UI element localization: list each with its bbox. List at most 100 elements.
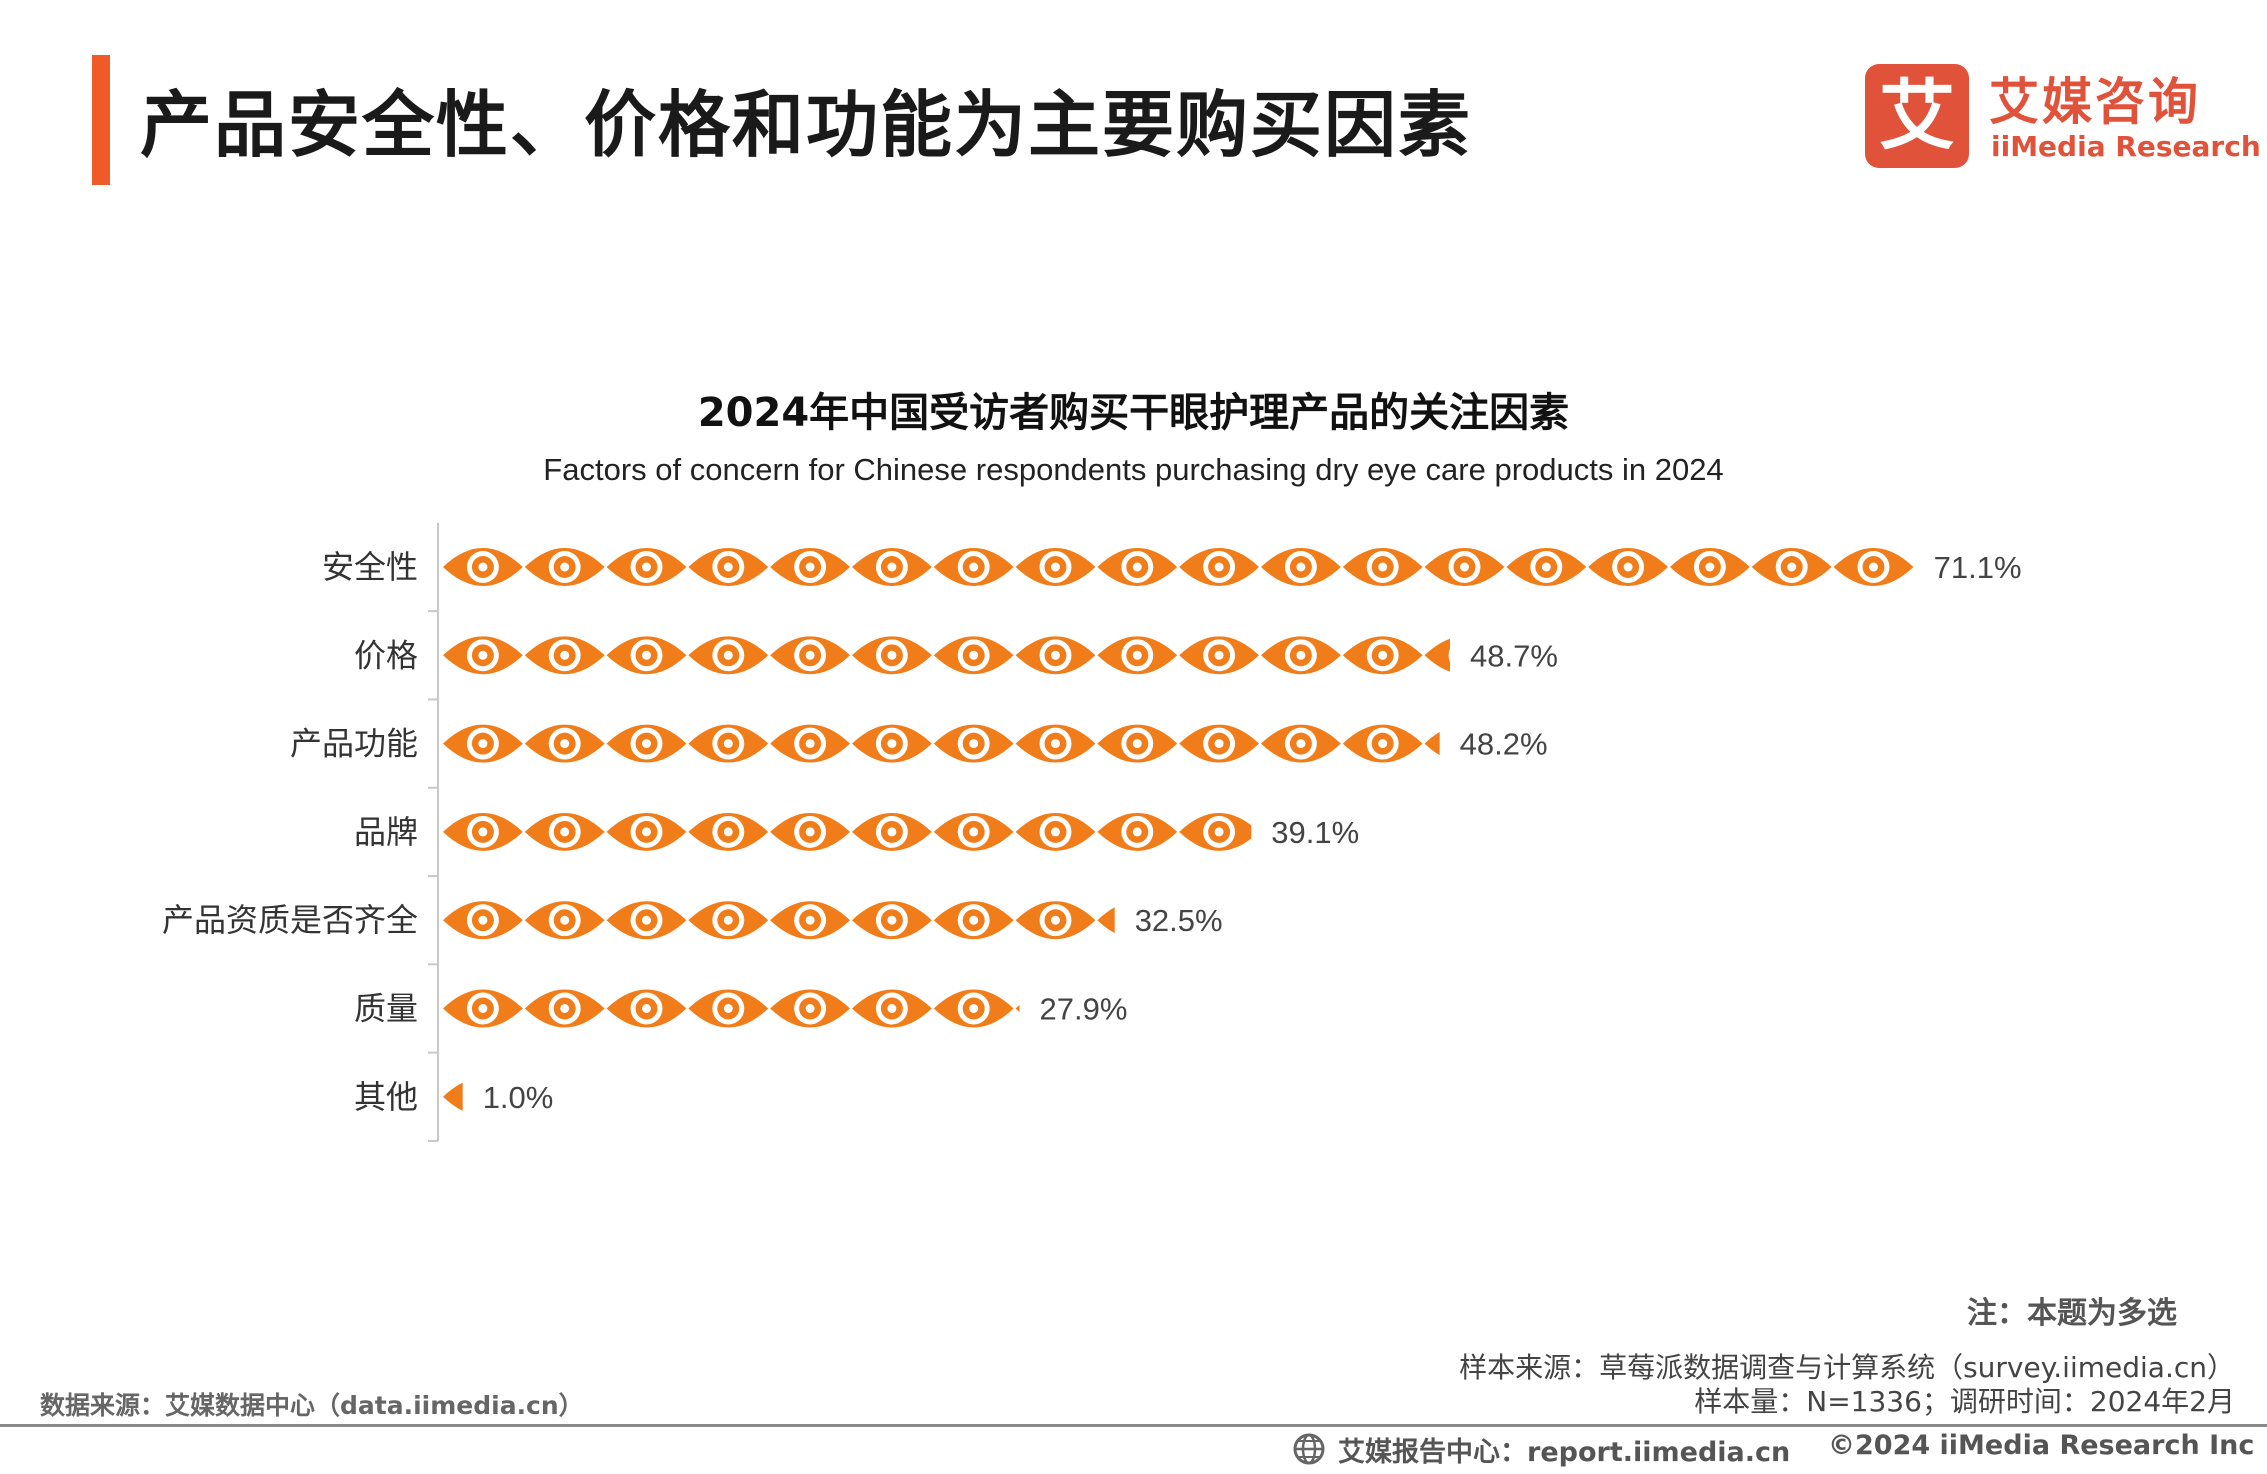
eye-icon	[443, 901, 523, 940]
bar-产品功能	[443, 724, 1440, 763]
eye-icon	[688, 724, 769, 763]
globe-icon	[1293, 1433, 1325, 1465]
eye-icon	[606, 636, 687, 675]
multiple-choice-note: 注：本题为多选	[1967, 1296, 2177, 1331]
eye-icon	[443, 548, 523, 586]
chart-title: 2024年中国受访者购买干眼护理产品的关注因素	[697, 390, 1570, 436]
category-label: 产品功能	[290, 725, 418, 763]
eye-icon	[1097, 548, 1178, 586]
category-label: 价格	[354, 636, 418, 674]
eye-icon	[688, 548, 769, 586]
eye-icon	[1342, 724, 1423, 763]
eye-icon	[1015, 636, 1096, 675]
iimedia-logo: 艾 艾媒咨询 iiMedia Research	[1865, 62, 2261, 172]
data-label: 32.5%	[1135, 903, 1223, 938]
eye-icon	[606, 548, 687, 586]
eye-icon	[524, 901, 605, 940]
eye-icon	[1097, 636, 1178, 675]
eye-icon	[1179, 548, 1259, 586]
eye-icon	[852, 724, 932, 763]
eye-icon	[1342, 636, 1423, 675]
eye-icon	[524, 548, 605, 586]
eye-icon	[443, 989, 523, 1028]
chart-subtitle: Factors of concern for Chinese responden…	[543, 452, 1724, 487]
data-label: 48.2%	[1460, 727, 1548, 762]
eye-icon	[1179, 636, 1259, 675]
eye-icon	[606, 812, 687, 851]
eye-icon	[688, 901, 769, 940]
footer-copyright: ©2024 iiMedia Research Inc	[1828, 1430, 2255, 1461]
eye-icon	[688, 636, 769, 675]
eye-icon	[1506, 548, 1587, 586]
bar-安全性	[443, 548, 1914, 586]
eye-icon	[770, 636, 850, 675]
eye-icon	[1261, 636, 1341, 675]
eye-icon	[770, 548, 850, 586]
eye-icon	[1261, 724, 1341, 763]
eye-icon	[933, 548, 1014, 586]
eye-icon	[770, 901, 850, 940]
page-title: 产品安全性、价格和功能为主要购买因素	[140, 83, 1473, 167]
eye-icon	[852, 548, 932, 586]
bar-产品资质是否齐全	[443, 901, 1115, 940]
data-label: 71.1%	[1934, 550, 2022, 585]
eye-icon	[1261, 548, 1341, 586]
eye-icon	[1670, 548, 1750, 586]
eye-icon	[770, 812, 850, 851]
eye-icon	[770, 989, 850, 1028]
data-label: 27.9%	[1039, 992, 1127, 1027]
sample-source: 样本来源：草莓派数据调查与计算系统（survey.iimedia.cn）	[1459, 1351, 2235, 1384]
eye-icon	[1015, 901, 1096, 940]
data-label: 48.7%	[1470, 638, 1558, 673]
eye-icon	[852, 989, 932, 1028]
eye-icon	[1015, 812, 1096, 851]
eye-icon	[1015, 548, 1096, 586]
eye-icon	[1179, 724, 1259, 763]
eye-icon	[524, 724, 605, 763]
eye-icon	[524, 636, 605, 675]
category-label: 其他	[354, 1078, 418, 1116]
eye-icon	[1424, 548, 1505, 586]
data-label: 1.0%	[483, 1080, 554, 1115]
eye-icon	[1015, 724, 1096, 763]
eye-icon	[770, 724, 850, 763]
eye-icon	[852, 901, 932, 940]
eye-icon	[1097, 812, 1178, 851]
eye-icon	[443, 724, 523, 763]
category-label: 品牌	[354, 813, 418, 851]
eye-icon	[852, 812, 932, 851]
eye-icon	[933, 989, 1014, 1028]
data-label: 39.1%	[1271, 815, 1359, 850]
logo-name-cn: 艾媒咨询	[1989, 73, 2201, 131]
eye-icon	[606, 989, 687, 1028]
bar-价格	[443, 636, 1451, 675]
logo-mark: 艾	[1865, 64, 1969, 168]
data-source: 数据来源：艾媒数据中心（data.iimedia.cn）	[40, 1391, 584, 1420]
eye-icon	[933, 812, 1014, 851]
eye-icon	[524, 812, 605, 851]
bar-品牌	[443, 812, 1252, 851]
category-label: 安全性	[322, 548, 418, 586]
title-accent-bar	[92, 55, 110, 185]
bar-质量	[443, 989, 1020, 1028]
eye-icon	[1833, 548, 1914, 586]
eye-icon	[688, 989, 769, 1028]
eye-icon	[933, 901, 1014, 940]
eye-icon	[443, 812, 523, 851]
eye-icon	[443, 636, 523, 675]
eye-icon	[1751, 548, 1832, 586]
logo-name-en: iiMedia Research	[1991, 130, 2261, 163]
eye-icon	[1097, 724, 1178, 763]
eye-icon	[933, 636, 1014, 675]
sample-size: 样本量：N=1336；调研时间：2024年2月	[1694, 1385, 2235, 1418]
eye-icon	[1342, 548, 1423, 586]
eye-icon	[606, 724, 687, 763]
eye-icon	[688, 812, 769, 851]
category-label: 产品资质是否齐全	[162, 901, 418, 939]
footer-divider	[0, 1424, 2267, 1427]
eye-icon	[933, 724, 1014, 763]
eye-icon	[524, 989, 605, 1028]
category-label: 质量	[354, 990, 418, 1028]
footer-report-center: 艾媒报告中心：report.iimedia.cn	[1338, 1437, 1791, 1468]
